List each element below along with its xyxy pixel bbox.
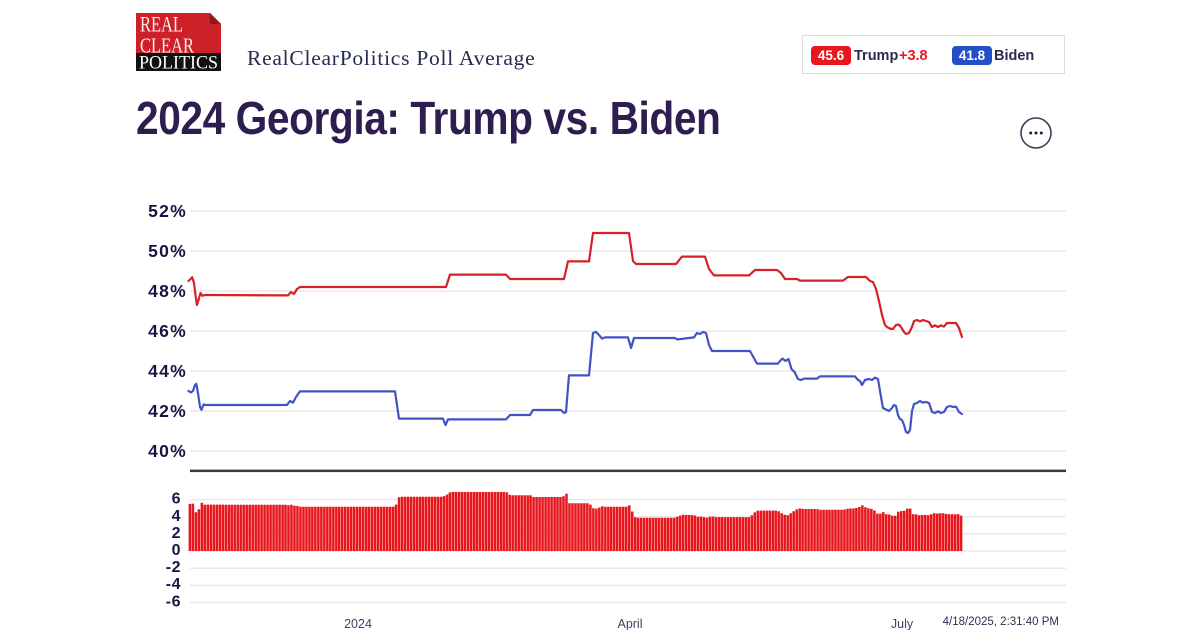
svg-text:July: July — [891, 617, 914, 630]
svg-text:42%: 42% — [148, 401, 187, 421]
svg-text:46%: 46% — [148, 321, 187, 341]
svg-text:50%: 50% — [148, 241, 187, 261]
svg-text:2: 2 — [172, 525, 181, 542]
svg-text:6: 6 — [172, 491, 181, 508]
svg-text:-2: -2 — [166, 559, 181, 576]
svg-text:REAL: REAL — [140, 13, 183, 37]
svg-text:April: April — [617, 617, 642, 630]
svg-text:0: 0 — [172, 542, 181, 559]
svg-text:2024: 2024 — [344, 617, 372, 630]
svg-text:CLEAR: CLEAR — [140, 34, 194, 58]
svg-text:-4: -4 — [166, 576, 181, 593]
svg-text:4: 4 — [172, 508, 181, 525]
svg-text:44%: 44% — [148, 361, 187, 381]
svg-text:40%: 40% — [148, 441, 187, 461]
svg-text:52%: 52% — [148, 201, 187, 221]
svg-text:4/18/2025, 2:31:40 PM: 4/18/2025, 2:31:40 PM — [943, 616, 1059, 628]
svg-text:-6: -6 — [166, 593, 181, 610]
svg-text:48%: 48% — [148, 281, 187, 301]
svg-text:POLITICS: POLITICS — [139, 53, 218, 71]
